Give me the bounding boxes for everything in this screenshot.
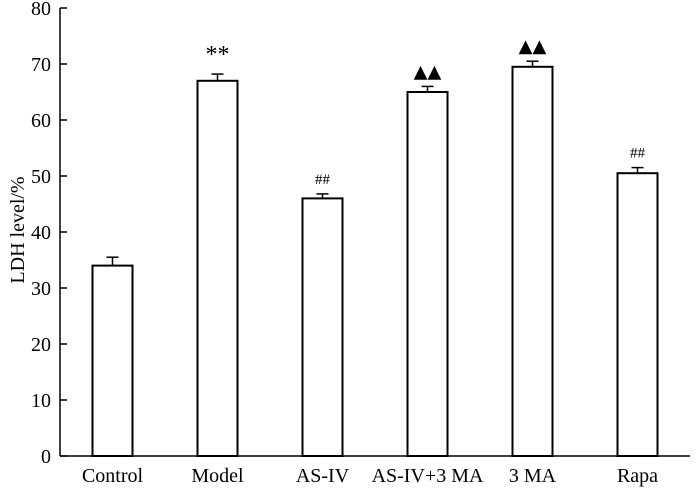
significance-annotation: ▲▲ — [519, 36, 547, 57]
x-tick-label: 3 MA — [509, 465, 557, 487]
y-tick-label: 80 — [31, 0, 51, 20]
x-tick-label: AS-IV — [296, 465, 350, 487]
significance-annotation: ** — [206, 42, 230, 68]
y-tick-label: 40 — [31, 222, 51, 244]
x-tick-label: AS-IV+3 MA — [372, 465, 484, 487]
x-tick-label: Control — [82, 465, 144, 487]
y-axis-title: LDH level/% — [7, 176, 29, 283]
y-tick-label: 70 — [31, 54, 51, 76]
y-tick-label: 60 — [31, 110, 51, 132]
x-tick-label: Model — [191, 465, 244, 487]
significance-annotation: ## — [315, 172, 331, 188]
bar-model — [196, 79, 239, 458]
bar-rapa — [616, 172, 659, 457]
y-tick-label: 50 — [31, 166, 51, 188]
y-tick-label: 20 — [31, 334, 51, 356]
axes: 0 10 20 30 40 50 60 70 80 Control Model AS-IV AS-IV+… — [31, 0, 690, 487]
significance-annotation: ▲▲ — [414, 61, 442, 82]
y-tick-label: 0 — [41, 446, 51, 468]
significance-annotation: ## — [630, 146, 646, 162]
bar-as-iv-3-ma — [406, 91, 449, 457]
y-tick-label: 30 — [31, 278, 51, 300]
x-tick-label: Rapa — [617, 465, 658, 487]
bars: ** ## ▲▲ ▲▲ ## — [91, 36, 659, 458]
bar-control — [91, 264, 134, 457]
bar-as-iv — [301, 197, 344, 457]
y-tick-label: 10 — [31, 390, 51, 412]
bar-3-ma — [511, 65, 554, 458]
